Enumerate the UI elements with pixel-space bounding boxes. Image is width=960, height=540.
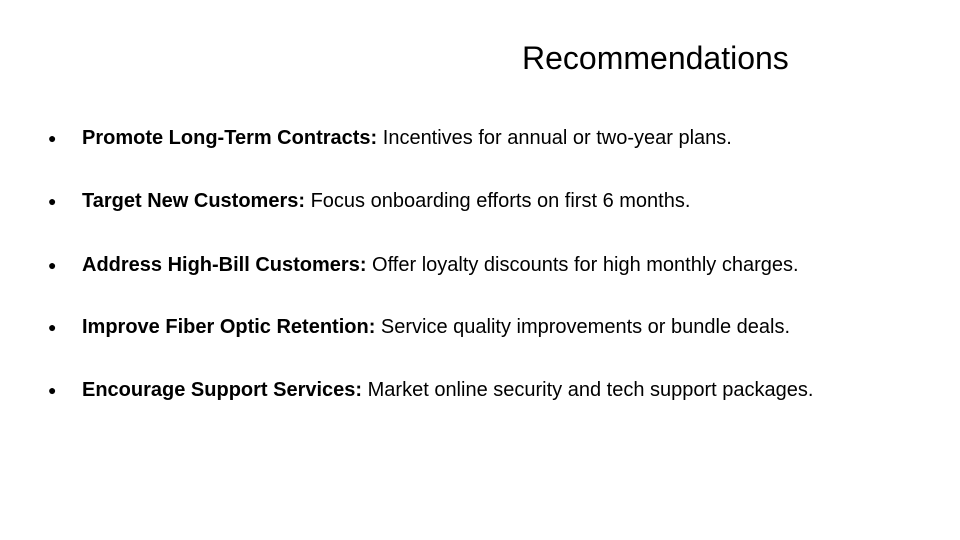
bullet-lead: Promote Long-Term Contracts: xyxy=(82,127,378,149)
bullet-text: Service quality improvements or bundle d… xyxy=(375,316,791,338)
list-item: ● Target New Customers: Focus onboarding … xyxy=(48,188,690,214)
bullet-text: Offer loyalty discounts for high monthly… xyxy=(366,254,799,276)
bullet-icon: ● xyxy=(48,193,57,209)
bullet-lead: Target New Customers: xyxy=(82,190,306,212)
bullet-text: Incentives for annual or two-year plans. xyxy=(377,127,732,149)
bullet-icon: ● xyxy=(48,130,57,146)
bullet-lead: Address High-Bill Customers: xyxy=(82,254,367,276)
bullet-icon: ● xyxy=(48,382,57,398)
list-item: ● Address High-Bill Customers: Offer loya… xyxy=(48,252,799,278)
slide-title: Recommendations xyxy=(522,40,789,76)
bullet-icon: ● xyxy=(48,257,57,273)
bullet-lead: Improve Fiber Optic Retention: xyxy=(82,316,376,338)
bullet-text: Focus onboarding efforts on first 6 mont… xyxy=(305,190,691,212)
list-item: ● Improve Fiber Optic Retention: Service … xyxy=(48,314,790,340)
list-item: ● Promote Long-Term Contracts: Incentives… xyxy=(48,125,732,151)
bullet-lead: Encourage Support Services: xyxy=(82,379,363,401)
list-item: ● Encourage Support Services: Market onli… xyxy=(48,377,813,403)
bullet-icon: ● xyxy=(48,319,57,335)
bullet-text: Market online security and tech support … xyxy=(362,379,814,401)
